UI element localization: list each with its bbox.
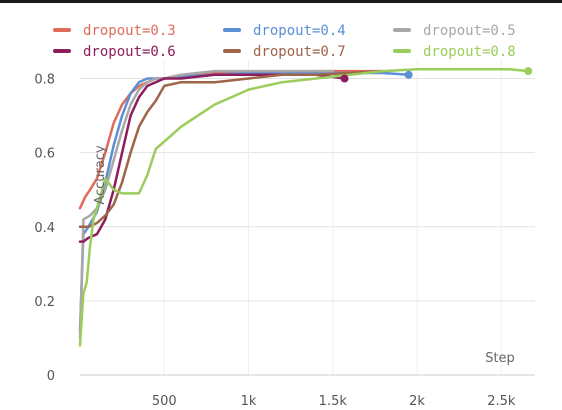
legend-entry: dropout=0.8	[423, 44, 516, 60]
x-tick-labels: 500 1k 1.5k 2k 2.5k	[152, 394, 516, 409]
series-line-4	[78, 69, 385, 229]
x-tick-label: 1k	[241, 394, 257, 409]
series-line-3	[78, 73, 346, 243]
x-axis-label: Step	[485, 351, 515, 366]
grid	[80, 60, 535, 376]
y-axis-label: Accuracy	[93, 145, 108, 205]
legend-entry: dropout=0.4	[253, 23, 346, 39]
series-end-marker-5	[524, 67, 533, 76]
x-tick-label: 500	[152, 394, 177, 409]
top-border	[0, 0, 562, 3]
y-tick-label: 0.4	[34, 221, 55, 236]
legend-entry: dropout=0.6	[83, 44, 176, 60]
series-end-marker-3	[340, 74, 349, 83]
series-end-marker-1	[404, 70, 413, 79]
x-tick-label: 2k	[409, 394, 425, 409]
legend-entry: dropout=0.3	[83, 23, 176, 39]
y-tick-label: 0.2	[34, 295, 55, 310]
legend-entry: dropout=0.5	[423, 23, 516, 39]
series-end-markers	[340, 67, 533, 83]
y-tick-label: 0	[47, 369, 55, 384]
x-tick-label: 2.5k	[487, 394, 516, 409]
y-tick-label: 0.6	[34, 147, 55, 162]
legend-entry: dropout=0.7	[253, 44, 346, 60]
legend: dropout=0.3 dropout=0.4 dropout=0.5 dropout…	[53, 23, 516, 60]
x-tick-label: 1.5k	[319, 394, 348, 409]
series-line-5	[78, 68, 530, 347]
series-lines	[78, 68, 530, 347]
y-tick-labels: 0 0.2 0.4 0.6 0.8	[34, 73, 55, 384]
y-tick-label: 0.8	[34, 73, 55, 88]
